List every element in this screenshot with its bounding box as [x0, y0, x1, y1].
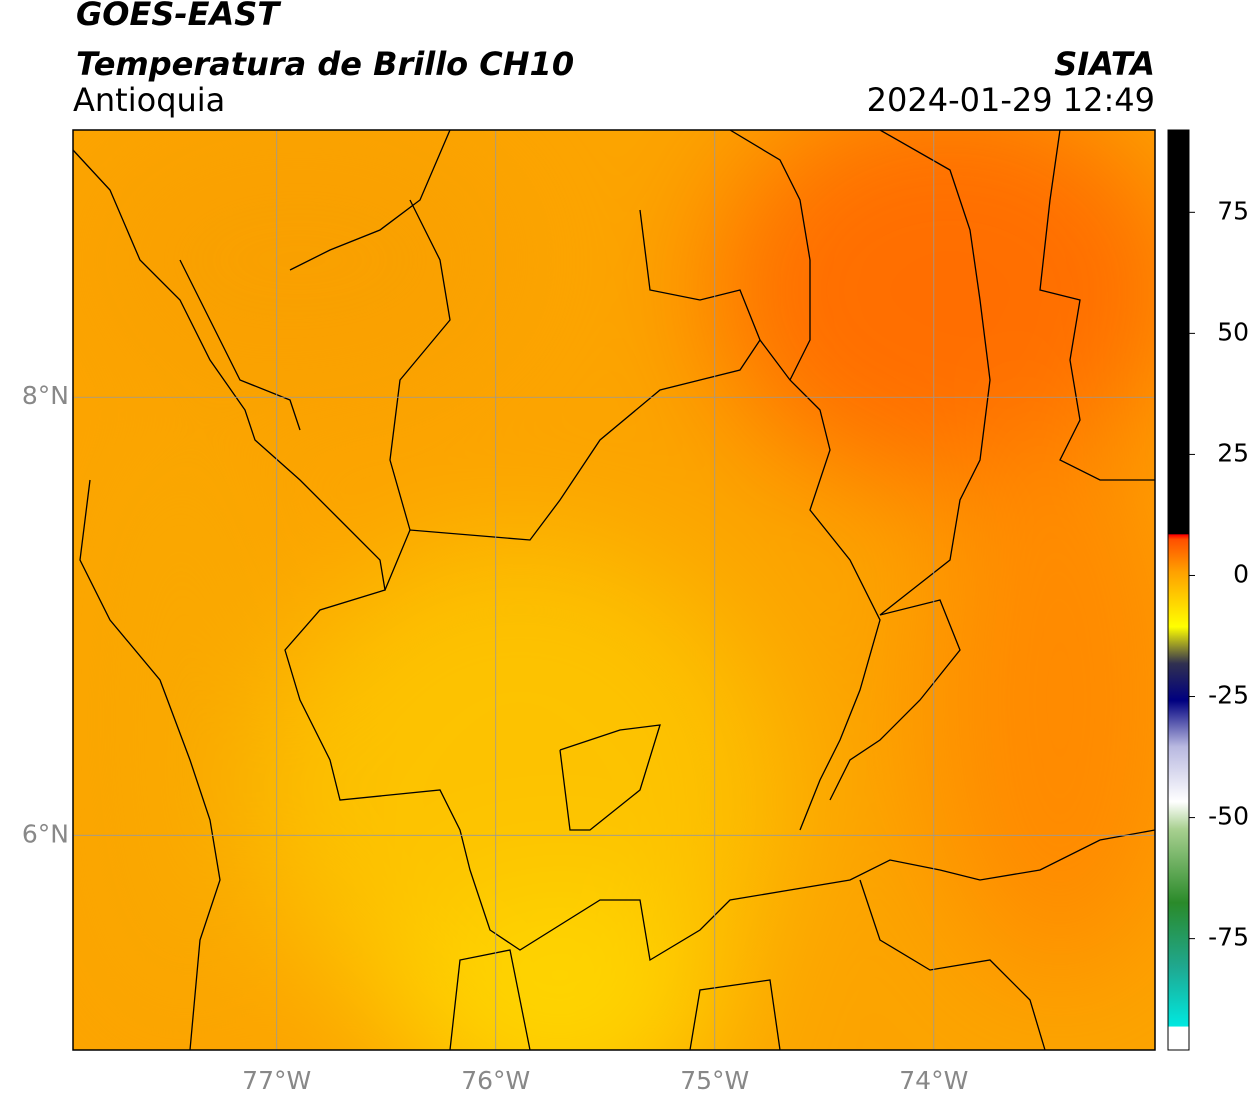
- x-tick-label: 74°W: [899, 1066, 968, 1095]
- x-tick-label: 75°W: [680, 1066, 749, 1095]
- colorbar-tick-label: 75: [1217, 196, 1249, 225]
- y-tick-label: 6°N: [22, 819, 69, 848]
- x-tick-label: 77°W: [242, 1066, 311, 1095]
- y-tick-label: 8°N: [22, 381, 69, 410]
- x-tick-label: 76°W: [461, 1066, 530, 1095]
- colorbar-tick-label: -25: [1208, 681, 1249, 710]
- timestamp: 2024-01-29 12:49: [867, 81, 1155, 119]
- subtitle: Temperatura de Brillo CH10: [76, 45, 574, 83]
- graticule: [73, 130, 1155, 1050]
- source: SIATA: [1054, 45, 1155, 83]
- colorbar-tick-label: 25: [1217, 438, 1249, 467]
- colorbar-tick-label: 0: [1233, 559, 1249, 588]
- colorbar-tick-label: 50: [1217, 317, 1249, 346]
- map-field: [73, 130, 1155, 1050]
- colorbar-tick-label: -75: [1208, 923, 1249, 952]
- colorbar-tick-label: -50: [1208, 802, 1249, 831]
- map-frame: [72, 129, 1156, 1051]
- region: Antioquia: [73, 81, 225, 119]
- title: GOES-EAST: [76, 0, 281, 33]
- colorbar: [1167, 129, 1190, 1051]
